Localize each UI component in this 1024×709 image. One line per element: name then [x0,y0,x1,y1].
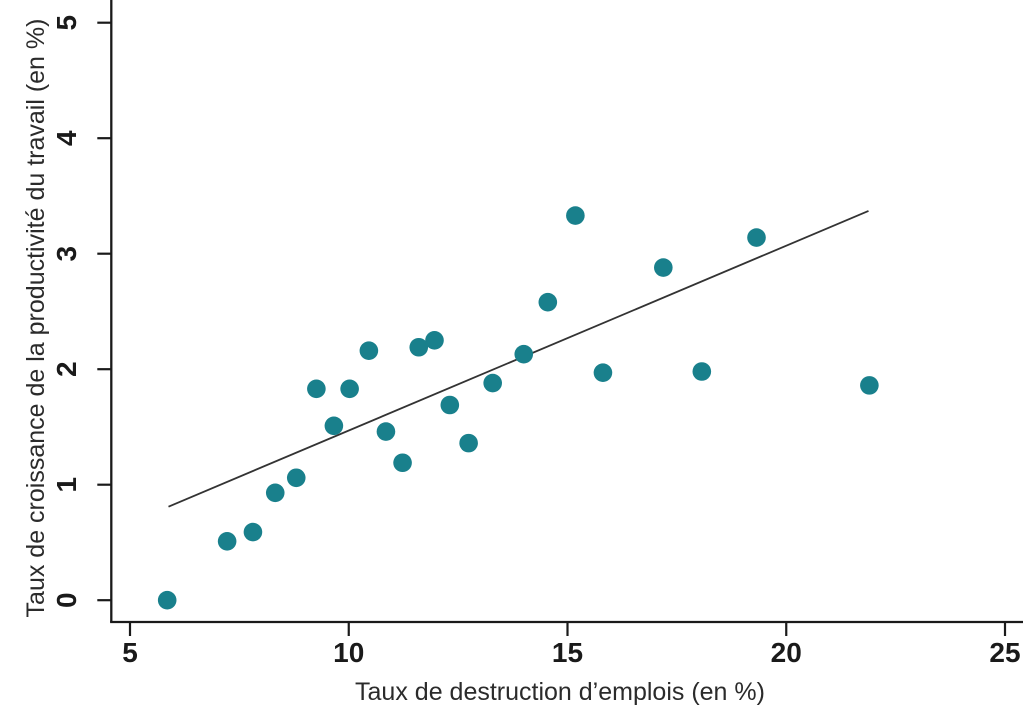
data-point [243,522,263,542]
data-point [654,258,673,277]
data-point [860,376,879,395]
data-point [747,228,766,247]
data-point [409,337,429,357]
data-point [324,416,344,436]
data-point [593,363,613,382]
x-tick-label: 20 [771,637,802,668]
data-point [265,483,285,503]
y-tick-label: 5 [51,15,82,31]
data-point [340,379,359,399]
x-tick-label: 15 [552,637,583,668]
x-tick-label: 5 [122,637,138,668]
data-point [157,590,177,610]
x-axis-title: Taux de destruction d’emplois (en %) [355,678,765,706]
data-point [359,341,379,361]
data-point [538,292,558,312]
y-axis-title: Taux de croissance de la productivité du… [22,19,50,618]
data-point [514,344,534,364]
data-point [459,433,478,453]
data-point [483,373,502,393]
y-tick-label: 4 [51,130,82,146]
y-tick-label: 2 [51,361,82,377]
y-tick-label: 1 [51,477,82,493]
data-points-layer [157,206,879,610]
data-point [566,206,585,225]
data-point [286,468,306,488]
data-point [425,331,444,350]
data-point [440,395,460,415]
data-point [692,362,712,381]
data-point [393,453,412,473]
data-point [307,379,326,399]
x-tick-label: 10 [333,637,364,668]
ticks-layer: 5 10 15 20 25 0 1 2 3 4 5 [51,15,1021,668]
y-tick-label: 3 [51,246,82,262]
y-tick-label: 0 [51,592,82,608]
x-tick-label: 25 [989,637,1020,668]
data-point [376,422,396,441]
data-point [217,531,237,551]
